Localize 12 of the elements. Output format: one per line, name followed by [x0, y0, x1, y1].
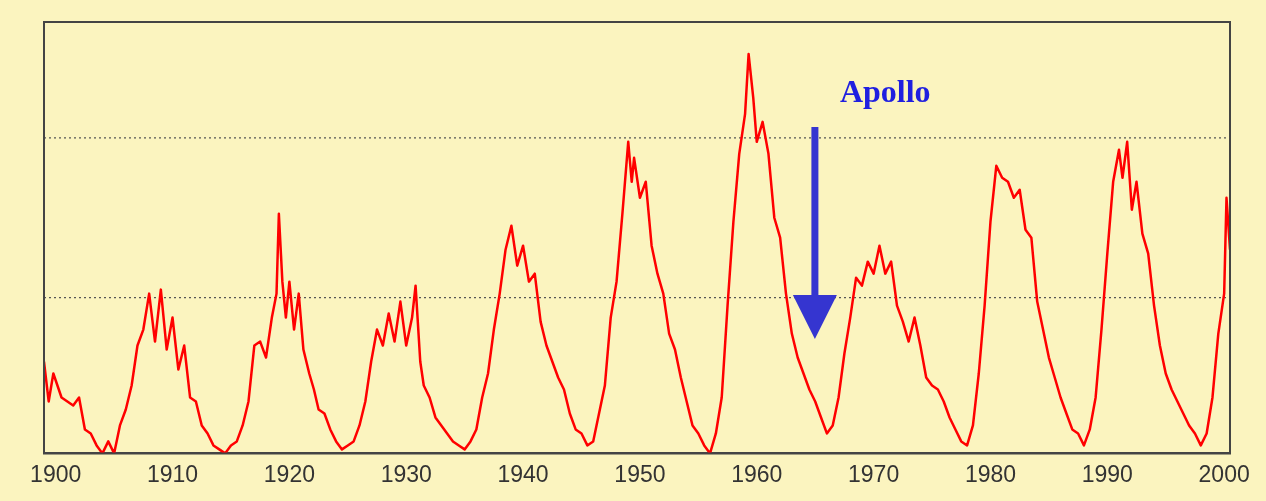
annotation: Apollo [839, 73, 931, 109]
x-tick-label: 1970 [848, 460, 900, 487]
x-tick-label: 1980 [964, 460, 1017, 487]
x-tick-label: 1920 [263, 460, 315, 487]
x-tick-label: 1960 [731, 460, 783, 487]
x-tick-label: 1900 [30, 460, 82, 487]
x-tick-label: 1950 [614, 460, 666, 487]
x-tick-label: 2000 [1198, 460, 1250, 487]
x-tick-label: 1930 [380, 460, 432, 487]
x-tick-label: 1910 [146, 460, 199, 487]
x-tick-label: 1990 [1081, 460, 1133, 487]
x-tick-label: 1940 [497, 460, 549, 487]
